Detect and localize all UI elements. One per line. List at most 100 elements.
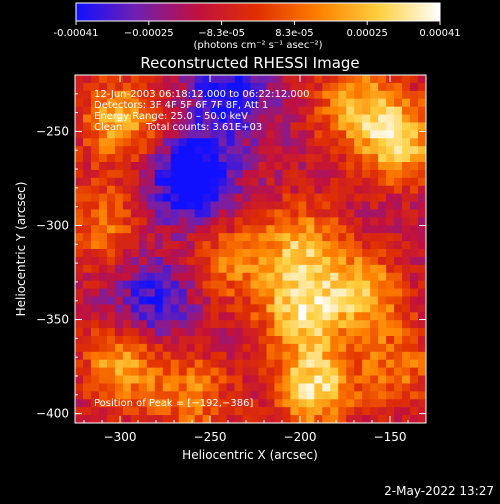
heatmap-cell xyxy=(258,185,268,195)
heatmap-cell xyxy=(258,280,268,290)
heatmap-cell xyxy=(362,106,371,116)
heatmap-cell xyxy=(114,209,124,218)
heatmap-cell xyxy=(338,82,347,92)
heatmap-cell xyxy=(402,98,411,108)
heatmap-cell xyxy=(298,328,307,337)
heatmap-cell xyxy=(266,114,276,124)
heatmap-cell xyxy=(346,98,355,108)
heatmap-cell xyxy=(346,256,355,266)
heatmap-cell xyxy=(394,312,403,321)
heatmap-cell xyxy=(314,114,323,124)
heatmap-cell xyxy=(378,351,387,361)
heatmap-cell xyxy=(322,98,331,108)
heatmap-cell xyxy=(98,391,108,400)
heatmap-cell xyxy=(378,375,387,385)
heatmap-cell xyxy=(98,296,108,305)
heatmap-cell xyxy=(282,256,291,266)
heatmap-cell xyxy=(258,114,268,124)
heatmap-cell xyxy=(330,146,339,155)
heatmap-cell xyxy=(226,280,236,290)
heatmap-cell xyxy=(386,114,395,124)
heatmap-cell xyxy=(314,169,323,179)
heatmap-cell xyxy=(330,391,339,400)
heatmap-cell xyxy=(418,169,426,179)
heatmap-cell xyxy=(418,106,426,116)
heatmap-cell xyxy=(298,296,307,305)
heatmap-cell xyxy=(186,114,196,124)
heatmap-cell xyxy=(386,233,395,242)
heatmap-cell xyxy=(290,75,299,84)
heatmap-cell xyxy=(314,264,323,274)
heatmap-cell xyxy=(394,75,403,84)
heatmap-cell xyxy=(106,343,116,353)
heatmap-cell xyxy=(266,391,276,400)
heatmap-cell xyxy=(354,407,363,416)
heatmap-cell xyxy=(378,320,387,329)
heatmap-cell xyxy=(330,98,339,108)
heatmap-cell xyxy=(394,98,403,108)
heatmap-cell xyxy=(394,114,403,124)
heatmap-cell xyxy=(282,106,291,116)
heatmap-cell xyxy=(218,272,228,282)
heatmap-cell xyxy=(234,264,244,274)
heatmap-cell xyxy=(75,154,84,163)
heatmap-cell xyxy=(226,304,236,313)
heatmap-cell xyxy=(362,351,371,361)
heatmap-cell xyxy=(162,312,172,321)
heatmap-cell xyxy=(106,177,116,187)
heatmap-cell xyxy=(298,359,307,369)
heatmap-cell xyxy=(322,407,331,416)
heatmap-cell xyxy=(402,336,411,345)
heatmap-cell xyxy=(418,201,426,211)
heatmap-cell xyxy=(218,209,228,218)
heatmap-cell xyxy=(202,162,212,171)
heatmap-cell xyxy=(98,328,108,337)
heatmap-cell xyxy=(298,154,307,163)
heatmap-cell xyxy=(98,169,108,179)
heatmap-cell xyxy=(122,375,132,385)
heatmap-cell xyxy=(162,130,172,139)
heatmap-cell xyxy=(202,304,212,313)
heatmap-cell xyxy=(322,122,331,131)
heatmap-cell xyxy=(234,185,244,195)
heatmap-cell xyxy=(410,320,419,329)
heatmap-cell xyxy=(306,146,315,155)
heatmap-cell xyxy=(338,225,347,234)
heatmap-cell xyxy=(346,280,355,290)
heatmap-cell xyxy=(370,146,379,155)
heatmap-cell xyxy=(82,367,92,377)
heatmap-cell xyxy=(234,296,244,305)
heatmap-cell xyxy=(338,304,347,313)
heatmap-cell xyxy=(258,241,268,250)
heatmap-cell xyxy=(250,280,260,290)
heatmap-cell xyxy=(418,177,426,187)
heatmap-cell xyxy=(162,193,172,203)
heatmap-cell xyxy=(186,146,196,155)
heatmap-cell xyxy=(354,169,363,179)
heatmap-cell xyxy=(322,75,331,84)
heatmap-cell xyxy=(394,415,403,423)
heatmap-cell xyxy=(114,359,124,369)
heatmap-cell xyxy=(194,75,204,84)
heatmap-cell xyxy=(418,146,426,155)
heatmap-cell xyxy=(258,82,268,92)
heatmap-cell xyxy=(178,280,188,290)
heatmap-cell xyxy=(410,304,419,313)
heatmap-cell xyxy=(226,241,236,250)
heatmap-cell xyxy=(138,130,148,139)
heatmap-cell xyxy=(218,162,228,171)
heatmap-cell xyxy=(90,249,100,258)
heatmap-cell xyxy=(266,407,276,416)
heatmap-cell xyxy=(90,288,100,298)
heatmap-cell xyxy=(106,169,116,179)
heatmap-cell xyxy=(338,391,347,400)
heatmap-cell xyxy=(394,138,403,147)
heatmap-cell xyxy=(106,122,116,131)
heatmap-cell xyxy=(418,304,426,313)
heatmap-cell xyxy=(178,399,188,408)
heatmap-cell xyxy=(186,272,196,282)
heatmap-cell xyxy=(410,201,419,211)
heatmap-cell xyxy=(258,217,268,226)
heatmap-cell xyxy=(114,233,124,242)
heatmap-cell xyxy=(162,280,172,290)
